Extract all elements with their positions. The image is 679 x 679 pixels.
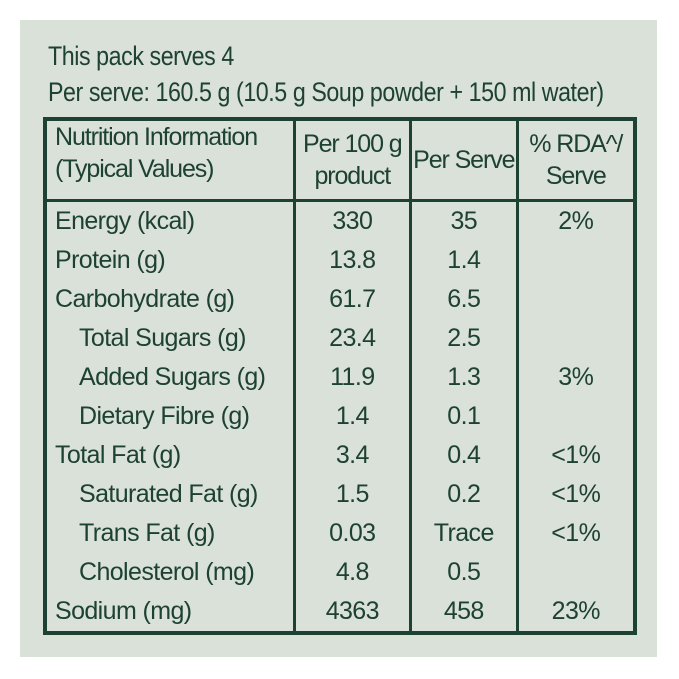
per-100g-value: 1.4	[296, 397, 413, 436]
header-per-serve: Per Serve	[412, 121, 519, 199]
per-serve-value: 458	[412, 592, 519, 631]
rda-value	[519, 280, 633, 319]
per-serve-value: 0.4	[412, 436, 519, 475]
per-serve-text: Per serve: 160.5 g (10.5 g Soup powder +…	[48, 77, 604, 107]
nutrient-label: Protein (g)	[47, 241, 296, 280]
per-serve-value: 0.5	[412, 553, 519, 592]
per-serve-value: 1.4	[412, 241, 519, 280]
nutrient-label: Total Sugars (g)	[47, 319, 296, 358]
header-col1-line1: Nutrition Information	[55, 123, 258, 151]
table-row-dietary-fibre: Dietary Fibre (g) 1.4 0.1	[47, 397, 633, 436]
table-row-added-sugars: Added Sugars (g) 11.9 1.3 3%	[47, 358, 633, 397]
rda-value: 23%	[551, 597, 601, 625]
per-100g-value: 4363	[296, 592, 413, 631]
per-100g-value: 4.8	[296, 553, 413, 592]
nutrient-label: Saturated Fat (g)	[47, 475, 296, 514]
per-serve-value: 35	[412, 202, 519, 241]
per-serve-value: 2.5	[412, 319, 519, 358]
per-100g-value: 0.03	[296, 514, 413, 553]
header-nutrition-information: Nutrition Information (Typical Values)	[47, 121, 296, 199]
nutrition-table: Nutrition Information (Typical Values) P…	[43, 117, 637, 635]
table-row-total-fat: Total Fat (g) 3.4 0.4 <1%	[47, 436, 633, 475]
header-col4-line2: Serve	[545, 162, 607, 190]
nutrient-label: Energy (kcal)	[47, 202, 296, 241]
rda-value: <1%	[551, 480, 601, 508]
label-panel: This pack serves 4 Per serve: 160.5 g (1…	[20, 20, 657, 657]
table-row-carbohydrate: Carbohydrate (g) 61.7 6.5	[47, 280, 633, 319]
header-col4-line1: % RDA^/	[529, 130, 623, 158]
per-100g-value: 330	[296, 202, 413, 241]
table-row-total-sugars: Total Sugars (g) 23.4 2.5	[47, 319, 633, 358]
table-row-energy: Energy (kcal) 330 35 2%	[47, 202, 633, 241]
nutrient-label: Carbohydrate (g)	[47, 280, 296, 319]
table-row-saturated-fat: Saturated Fat (g) 1.5 0.2 <1%	[47, 475, 633, 514]
rda-value	[519, 319, 633, 358]
header-per-100g: Per 100 g product	[296, 121, 413, 199]
rda-value: 2%	[558, 207, 594, 235]
nutrient-label: Total Fat (g)	[47, 436, 296, 475]
table-row-sodium: Sodium (mg) 4363 458 23%	[47, 592, 633, 631]
rda-value: 3%	[558, 363, 594, 391]
table-row-cholesterol: Cholesterol (mg) 4.8 0.5	[47, 553, 633, 592]
per-100g-value: 3.4	[296, 436, 413, 475]
per-serve-value: Trace	[412, 514, 519, 553]
rda-value: <1%	[551, 519, 601, 547]
nutrient-label: Cholesterol (mg)	[47, 553, 296, 592]
pack-serves-text: This pack serves 4	[48, 41, 234, 71]
nutrient-label: Sodium (mg)	[47, 592, 296, 631]
rda-value	[519, 241, 633, 280]
rda-value: <1%	[551, 441, 601, 469]
nutrient-label: Trans Fat (g)	[47, 514, 296, 553]
per-serve-value: 0.1	[412, 397, 519, 436]
header-col1-line2: (Typical Values)	[55, 155, 214, 183]
nutrient-label: Added Sugars (g)	[47, 358, 296, 397]
header-rda-serve: % RDA^/ Serve	[519, 121, 633, 199]
table-row-trans-fat: Trans Fat (g) 0.03 Trace <1%	[47, 514, 633, 553]
pack-serving-info: This pack serves 4 Per serve: 160.5 g (1…	[48, 38, 604, 110]
per-serve-value: 0.2	[412, 475, 519, 514]
per-100g-value: 13.8	[296, 241, 413, 280]
header-col3-line1: Per Serve	[413, 146, 515, 174]
per-100g-value: 23.4	[296, 319, 413, 358]
per-100g-value: 1.5	[296, 475, 413, 514]
header-col2-line2: product	[314, 162, 391, 190]
per-100g-value: 61.7	[296, 280, 413, 319]
header-col2-line1: Per 100 g	[303, 130, 403, 158]
rda-value	[519, 397, 633, 436]
table-row-protein: Protein (g) 13.8 1.4	[47, 241, 633, 280]
table-header-row: Nutrition Information (Typical Values) P…	[47, 121, 633, 202]
rda-value	[519, 553, 633, 592]
per-serve-value: 1.3	[412, 358, 519, 397]
nutrient-label: Dietary Fibre (g)	[47, 397, 296, 436]
per-100g-value: 11.9	[296, 358, 413, 397]
per-serve-value: 6.5	[412, 280, 519, 319]
